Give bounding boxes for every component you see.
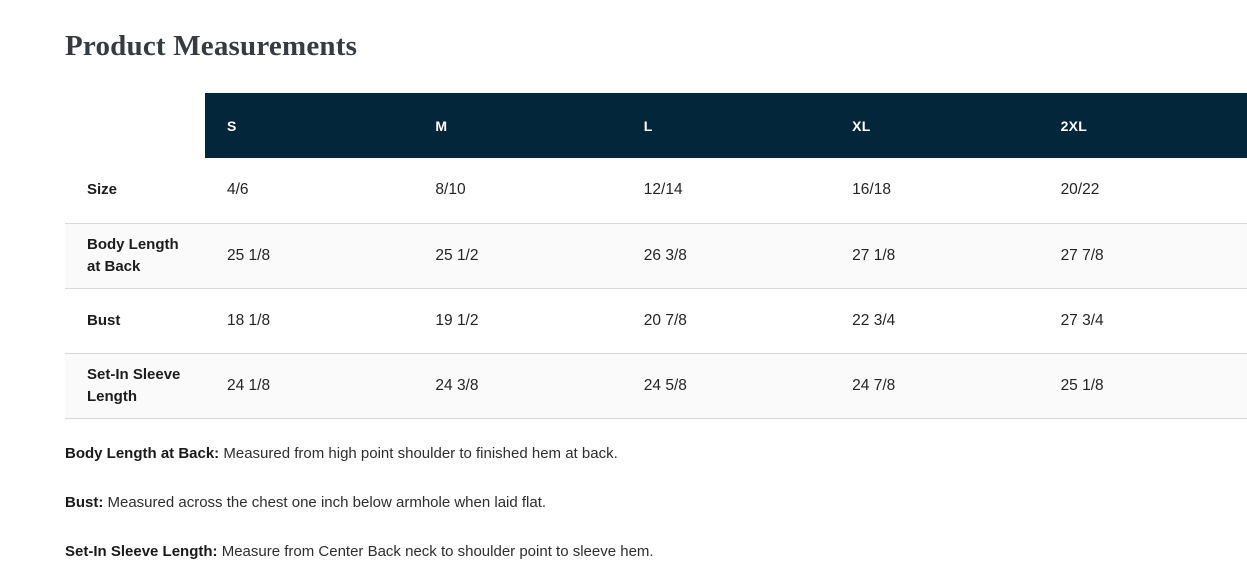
cell: 19 1/2 — [435, 311, 479, 329]
cell: 25 1/2 — [435, 246, 479, 264]
cell: 12/14 — [643, 181, 683, 199]
cell: 22 3/4 — [852, 311, 896, 329]
cell: 26 3/8 — [643, 246, 687, 264]
cell: 27 7/8 — [1060, 246, 1104, 264]
cell: 24 3/8 — [435, 376, 479, 394]
table-row-body-length: Body Length at Back 25 1/8 25 1/2 26 3/8… — [65, 223, 1247, 288]
table-row-sleeve-length: Set-In Sleeve Length 24 1/8 24 3/8 24 5/… — [65, 353, 1247, 418]
row-label: Size — [87, 181, 118, 199]
cell: 4/6 — [227, 181, 249, 199]
cell: 24 5/8 — [643, 376, 687, 394]
cell: 18 1/8 — [227, 311, 271, 329]
table-row-size: Size 4/6 8/10 12/14 16/18 20/22 — [65, 158, 1247, 223]
table-row-bust: Bust 18 1/8 19 1/2 20 7/8 22 3/4 27 3/4 — [65, 288, 1247, 353]
footnote-bust: Bust: Measured across the chest one inch… — [65, 493, 1207, 513]
cell: 24 1/8 — [227, 376, 271, 394]
header-row: S M L XL 2XL — [65, 93, 1247, 158]
footnote-text: Measure from Center Back neck to shoulde… — [217, 543, 654, 560]
size-chart-table-container: S M L XL 2XL Size 4/6 8/10 12/14 16/18 2… — [65, 93, 1247, 419]
cell: 24 7/8 — [852, 376, 896, 394]
size-chart-table: S M L XL 2XL Size 4/6 8/10 12/14 16/18 2… — [65, 93, 1247, 419]
footnote-term: Bust: — [65, 494, 104, 511]
column-header-l: L — [621, 93, 831, 158]
footnote-text: Measured from high point shoulder to fin… — [219, 445, 618, 462]
cell: 25 1/8 — [1060, 376, 1104, 394]
header-corner-cell — [65, 93, 205, 158]
column-header-m: M — [413, 93, 622, 158]
cell: 27 3/4 — [1060, 311, 1104, 329]
cell: 20/22 — [1060, 181, 1100, 199]
column-header-2xl: 2XL — [1038, 93, 1247, 158]
cell: 8/10 — [435, 181, 466, 199]
footnote-term: Body Length at Back: — [65, 445, 220, 462]
footnote-sleeve-length: Set-In Sleeve Length: Measure from Cente… — [65, 542, 1207, 562]
page-title: Product Measurements — [65, 30, 358, 62]
cell: 16/18 — [852, 181, 891, 199]
size-chart-header: S M L XL 2XL — [65, 93, 1247, 158]
footnote-body-length: Body Length at Back: Measured from high … — [65, 444, 1207, 464]
cell: 27 1/8 — [852, 246, 896, 264]
row-label: Set-In Sleeve Length — [87, 365, 181, 405]
footnote-text: Measured across the chest one inch below… — [103, 494, 547, 511]
row-label: Bust — [87, 311, 121, 329]
column-header-s: S — [205, 93, 414, 158]
cell: 20 7/8 — [643, 311, 687, 329]
footnote-term: Set-In Sleeve Length: — [65, 543, 218, 560]
measurement-footnotes: Body Length at Back: Measured from high … — [65, 444, 1207, 576]
row-label: Body Length at Back — [87, 235, 179, 275]
column-header-xl: XL — [830, 93, 1039, 158]
cell: 25 1/8 — [227, 246, 271, 264]
size-chart-body: Size 4/6 8/10 12/14 16/18 20/22 Body Len… — [65, 158, 1247, 418]
